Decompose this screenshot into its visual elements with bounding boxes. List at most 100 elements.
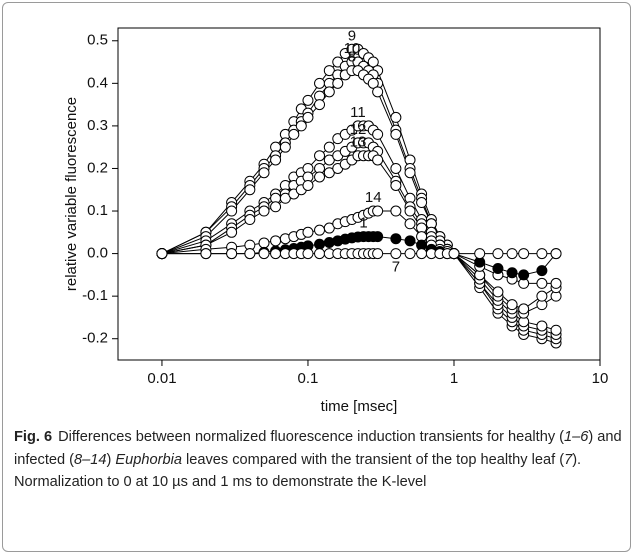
data-point [295, 120, 307, 132]
data-point [506, 299, 518, 311]
data-point [404, 235, 416, 247]
data-point [474, 248, 486, 260]
caption-text: leaves compared with the transient of th… [181, 451, 565, 468]
chart: time [msec] relative variable fluorescen… [63, 27, 609, 415]
data-point [314, 238, 326, 250]
data-point [390, 248, 402, 260]
y-tick-label: 0.3 [87, 117, 108, 134]
caption-text: ) [106, 451, 116, 468]
data-point [367, 77, 379, 89]
data-point [536, 277, 548, 289]
data-point [302, 226, 314, 238]
data-point [156, 248, 168, 260]
caption-label: Fig. 6 [14, 429, 53, 445]
data-point [518, 269, 530, 281]
data-point [506, 248, 518, 260]
data-point [550, 277, 562, 289]
series-label: 13 [350, 134, 367, 151]
data-point [550, 324, 562, 336]
data-point [200, 248, 212, 260]
caption-text: Differences between normalized fluoresce… [58, 429, 565, 445]
data-point [314, 150, 326, 162]
data-point [372, 128, 384, 140]
x-axis-title: time [msec] [321, 398, 398, 415]
data-point [258, 205, 270, 217]
series-group [156, 43, 562, 349]
data-point [550, 248, 562, 260]
data-point [226, 205, 238, 217]
data-point [372, 248, 384, 260]
y-tick-label: 0.1 [87, 202, 108, 219]
data-point [492, 248, 504, 260]
series-label: 14 [365, 189, 382, 206]
data-point [536, 290, 548, 302]
data-point [404, 218, 416, 230]
series-label: 12 [350, 121, 367, 138]
data-point [506, 267, 518, 279]
caption-text: ). Normalization to 0 at 10 µs and 1 ms … [14, 451, 582, 491]
x-tick-label: 1 [450, 370, 458, 387]
data-point [518, 303, 530, 315]
data-point [367, 56, 379, 68]
y-axis-title: relative variable fluorescence [63, 97, 80, 291]
data-point [492, 262, 504, 274]
data-point [314, 224, 326, 236]
caption-text: 7 [564, 451, 573, 468]
data-point [332, 77, 344, 89]
caption-text: 1–6 [564, 429, 589, 445]
data-point [390, 179, 402, 191]
data-point [323, 141, 335, 153]
data-point [226, 248, 238, 260]
data-point [372, 231, 384, 243]
data-point [416, 197, 428, 209]
caption-text: 8–14 [74, 451, 107, 468]
series-label: 8 [348, 49, 356, 66]
data-point [270, 154, 282, 166]
data-point [314, 171, 326, 183]
data-point [536, 320, 548, 332]
data-point [302, 94, 314, 106]
figure-frame [2, 2, 631, 552]
data-point [270, 235, 282, 247]
x-tick-label: 0.1 [298, 370, 319, 387]
data-point [244, 214, 256, 226]
data-point [390, 162, 402, 174]
data-point [492, 286, 504, 298]
y-tick-label: 0.4 [87, 74, 108, 91]
data-point [372, 154, 384, 166]
x-tick-label: 10 [592, 370, 609, 387]
data-point [536, 265, 548, 277]
y-tick-label: -0.2 [82, 330, 108, 347]
caption-text: Euphorbia [115, 451, 182, 468]
data-point [244, 184, 256, 196]
data-point [314, 248, 326, 260]
data-point [270, 201, 282, 213]
data-point [390, 128, 402, 140]
series-label: 1 [359, 215, 367, 232]
y-tick-label: 0.5 [87, 32, 108, 49]
caption-text: ) and infected ( [14, 429, 622, 468]
data-point [244, 248, 256, 260]
caption: Fig. 6 Differences between normalized flu… [14, 426, 626, 494]
data-point [518, 248, 530, 260]
data-point [258, 237, 270, 249]
data-point [390, 205, 402, 217]
series-label: 7 [392, 259, 400, 276]
data-point [302, 248, 314, 260]
data-point [288, 128, 300, 140]
data-point [372, 86, 384, 98]
data-point [302, 179, 314, 191]
y-tick-label: -0.1 [82, 287, 108, 304]
series-label: 9 [348, 27, 356, 44]
data-point [416, 248, 428, 260]
data-point [404, 205, 416, 217]
data-point [404, 248, 416, 260]
data-point [323, 86, 335, 98]
series-label: 11 [350, 104, 366, 121]
data-point [390, 111, 402, 123]
data-point [302, 111, 314, 123]
data-point [258, 248, 270, 260]
data-point [390, 233, 402, 245]
data-point [270, 248, 282, 260]
